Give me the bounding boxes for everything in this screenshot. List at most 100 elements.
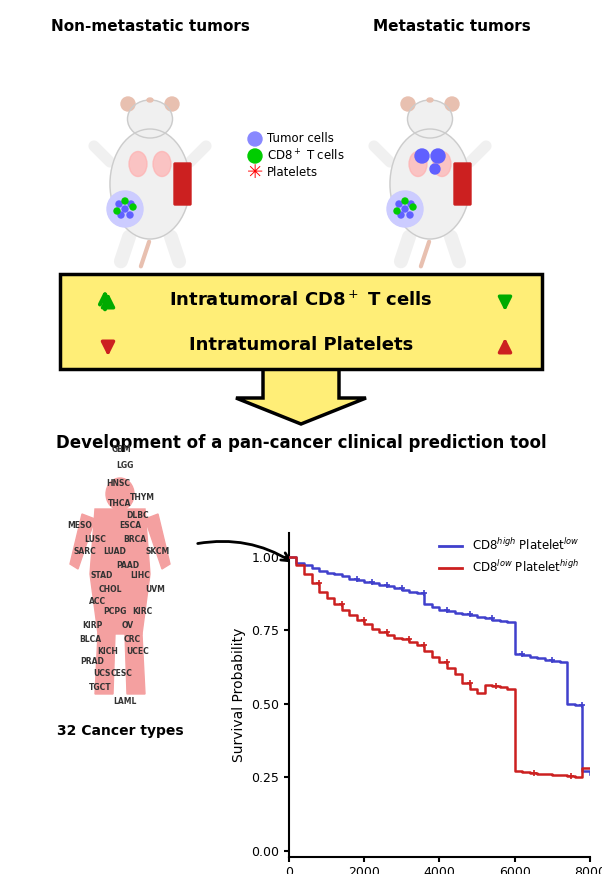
Text: BLCA: BLCA xyxy=(79,635,101,643)
Text: 32 Cancer types: 32 Cancer types xyxy=(57,724,184,738)
FancyArrowPatch shape xyxy=(374,146,390,162)
Circle shape xyxy=(122,198,128,204)
Text: LGG: LGG xyxy=(116,461,134,470)
Circle shape xyxy=(431,149,445,163)
Text: THYM: THYM xyxy=(129,493,155,502)
Text: ESCA: ESCA xyxy=(119,522,141,531)
Polygon shape xyxy=(145,514,170,569)
FancyArrowPatch shape xyxy=(451,237,459,261)
Circle shape xyxy=(410,204,416,210)
Text: CD8$^+$ T cells: CD8$^+$ T cells xyxy=(267,149,345,163)
Circle shape xyxy=(402,198,408,204)
Text: HNSC: HNSC xyxy=(106,480,130,489)
FancyArrowPatch shape xyxy=(94,146,110,162)
Ellipse shape xyxy=(165,97,179,111)
Text: STAD: STAD xyxy=(91,572,113,580)
Text: ACC: ACC xyxy=(90,598,107,607)
Text: MESO: MESO xyxy=(67,522,93,531)
Text: GBM: GBM xyxy=(112,445,132,454)
Polygon shape xyxy=(236,369,366,424)
Circle shape xyxy=(248,149,262,163)
Polygon shape xyxy=(90,509,150,634)
FancyArrowPatch shape xyxy=(141,241,149,267)
Ellipse shape xyxy=(409,151,427,177)
Polygon shape xyxy=(95,634,115,694)
Text: CESC: CESC xyxy=(111,669,133,678)
Text: Platelets: Platelets xyxy=(267,167,318,179)
Text: KIRC: KIRC xyxy=(132,607,152,616)
Text: OV: OV xyxy=(122,621,134,630)
FancyBboxPatch shape xyxy=(174,163,191,205)
FancyBboxPatch shape xyxy=(60,274,542,369)
Ellipse shape xyxy=(408,100,453,138)
FancyArrowPatch shape xyxy=(401,237,409,261)
Ellipse shape xyxy=(106,478,134,510)
Text: SKCM: SKCM xyxy=(146,547,170,557)
Text: UVM: UVM xyxy=(145,585,165,593)
Circle shape xyxy=(408,201,414,207)
Text: Intratumoral CD8$^+$ T cells: Intratumoral CD8$^+$ T cells xyxy=(169,290,433,309)
Circle shape xyxy=(116,201,122,207)
Text: ✳: ✳ xyxy=(247,163,263,183)
Text: PAAD: PAAD xyxy=(116,561,140,571)
Ellipse shape xyxy=(128,100,173,138)
Ellipse shape xyxy=(390,129,470,239)
Ellipse shape xyxy=(121,97,135,111)
Circle shape xyxy=(396,201,402,207)
Ellipse shape xyxy=(427,98,433,102)
Text: LAML: LAML xyxy=(113,697,137,706)
Y-axis label: Survival Probability: Survival Probability xyxy=(232,628,246,762)
Text: CHOL: CHOL xyxy=(98,585,122,593)
Circle shape xyxy=(130,204,136,210)
Circle shape xyxy=(415,149,429,163)
FancyArrowPatch shape xyxy=(121,237,129,261)
Circle shape xyxy=(387,191,423,227)
Circle shape xyxy=(114,208,120,214)
Circle shape xyxy=(128,201,134,207)
Circle shape xyxy=(398,212,404,218)
Circle shape xyxy=(248,132,262,146)
Text: Development of a pan-cancer clinical prediction tool: Development of a pan-cancer clinical pre… xyxy=(56,434,546,452)
Ellipse shape xyxy=(401,97,415,111)
Ellipse shape xyxy=(445,97,459,111)
Text: BRCA: BRCA xyxy=(123,535,146,544)
Circle shape xyxy=(394,208,400,214)
Text: PCPG: PCPG xyxy=(104,607,126,616)
Polygon shape xyxy=(125,634,145,694)
Text: TGCT: TGCT xyxy=(88,683,111,691)
Text: LUAD: LUAD xyxy=(104,547,126,557)
Ellipse shape xyxy=(153,151,171,177)
FancyBboxPatch shape xyxy=(454,163,471,205)
Text: Tumor cells: Tumor cells xyxy=(267,133,334,145)
Text: Metastatic tumors: Metastatic tumors xyxy=(373,19,531,34)
Legend: CD8$^{high}$ Platelet$^{low}$, CD8$^{low}$ Platelet$^{high}$: CD8$^{high}$ Platelet$^{low}$, CD8$^{low… xyxy=(434,532,584,579)
Circle shape xyxy=(430,164,440,174)
Ellipse shape xyxy=(110,129,190,239)
Text: PRAD: PRAD xyxy=(80,657,104,667)
Circle shape xyxy=(127,212,133,218)
Text: KIRP: KIRP xyxy=(82,621,102,630)
FancyArrowPatch shape xyxy=(171,237,179,261)
Circle shape xyxy=(122,206,128,212)
Text: THCA: THCA xyxy=(108,500,132,509)
Text: UCEC: UCEC xyxy=(126,648,149,656)
Text: KICH: KICH xyxy=(98,648,119,656)
FancyArrowPatch shape xyxy=(470,146,486,162)
Circle shape xyxy=(107,191,143,227)
Text: DLBC: DLBC xyxy=(126,511,149,521)
Text: LUSC: LUSC xyxy=(84,535,106,544)
Circle shape xyxy=(407,212,413,218)
Text: UCS: UCS xyxy=(93,669,111,678)
Circle shape xyxy=(402,206,408,212)
Ellipse shape xyxy=(129,151,147,177)
Text: Non-metastatic tumors: Non-metastatic tumors xyxy=(51,19,249,34)
FancyArrowPatch shape xyxy=(190,146,206,162)
Ellipse shape xyxy=(147,98,153,102)
Circle shape xyxy=(118,212,124,218)
Text: LIHC: LIHC xyxy=(130,572,150,580)
Text: SARC: SARC xyxy=(73,547,96,557)
Polygon shape xyxy=(70,514,95,569)
FancyArrowPatch shape xyxy=(421,241,429,267)
Text: Intratumoral Platelets: Intratumoral Platelets xyxy=(189,336,413,354)
Ellipse shape xyxy=(433,151,451,177)
